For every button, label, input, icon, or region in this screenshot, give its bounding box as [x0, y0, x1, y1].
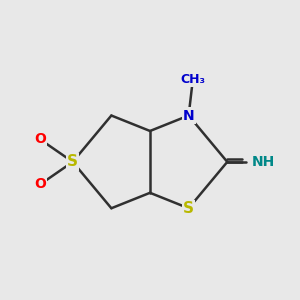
- Text: O: O: [34, 132, 46, 146]
- Text: S: S: [67, 154, 78, 169]
- Text: S: S: [183, 201, 194, 216]
- Text: NH: NH: [251, 155, 274, 169]
- Text: O: O: [34, 178, 46, 191]
- Text: CH₃: CH₃: [180, 74, 205, 86]
- Text: N: N: [183, 109, 194, 122]
